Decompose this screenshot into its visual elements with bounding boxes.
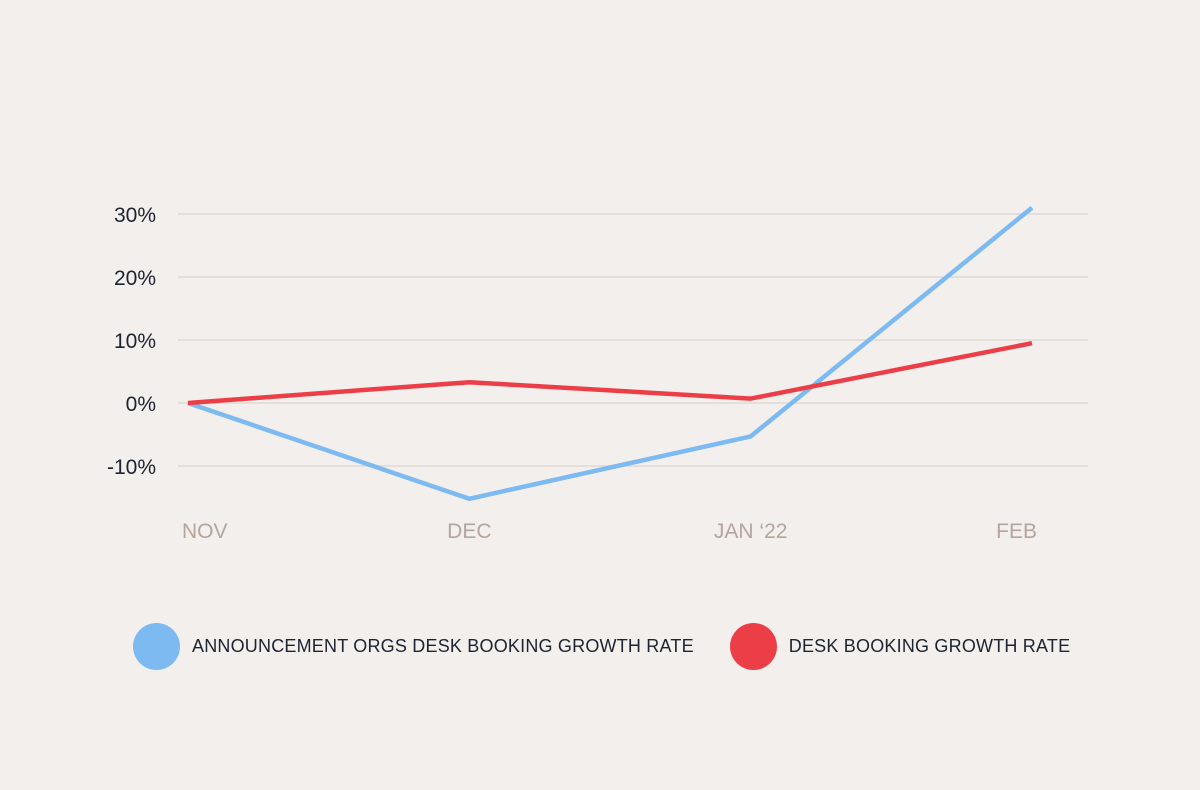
legend-swatch-announcement-orgs bbox=[133, 623, 180, 670]
series-lines bbox=[187, 205, 1034, 502]
legend-item-announcement-orgs: ANNOUNCEMENT ORGS DESK BOOKING GROWTH RA… bbox=[133, 623, 694, 670]
legend: ANNOUNCEMENT ORGS DESK BOOKING GROWTH RA… bbox=[133, 623, 1070, 670]
y-tick-label: 20% bbox=[114, 267, 156, 290]
x-axis-ticks: NOV DEC JAN ‘22 FEB bbox=[182, 520, 1037, 543]
y-tick-label: 30% bbox=[114, 204, 156, 227]
y-tick-label: 10% bbox=[114, 330, 156, 353]
grid-lines bbox=[178, 213, 1088, 467]
series-line-desk-booking bbox=[187, 340, 1033, 406]
y-tick-label: -10% bbox=[107, 456, 156, 479]
x-tick-label: FEB bbox=[996, 520, 1037, 543]
x-tick-label: NOV bbox=[182, 520, 228, 543]
legend-label-desk-booking: DESK BOOKING GROWTH RATE bbox=[788, 636, 1071, 656]
legend-item-desk-booking: DESK BOOKING GROWTH RATE bbox=[729, 623, 1071, 670]
series-line-announcement-orgs bbox=[187, 205, 1034, 502]
x-tick-label: JAN ‘22 bbox=[714, 520, 788, 543]
y-axis-ticks: 30% 20% 10% 0% -10% bbox=[107, 204, 156, 479]
legend-swatch-desk-booking bbox=[729, 623, 777, 670]
x-tick-label: DEC bbox=[447, 520, 491, 543]
legend-label-announcement-orgs: ANNOUNCEMENT ORGS DESK BOOKING GROWTH RA… bbox=[192, 636, 694, 656]
y-tick-label: 0% bbox=[126, 393, 156, 416]
